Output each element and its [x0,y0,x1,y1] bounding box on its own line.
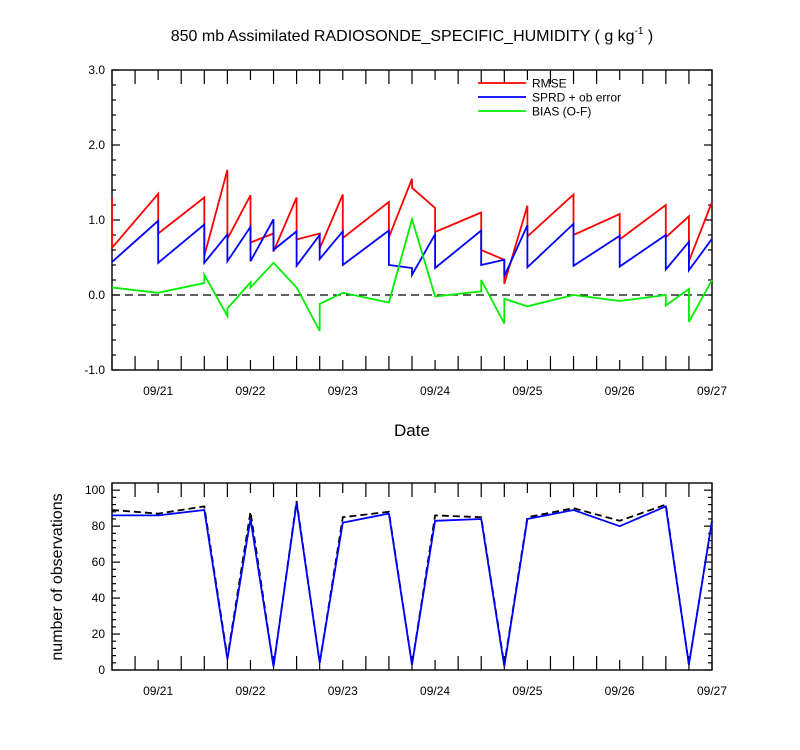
x-tick-label: 09/27 [697,384,727,398]
legend-label: RMSE [532,77,567,91]
legend-label: SPRD + ob error [532,91,621,105]
y-tick-label: 100 [85,483,105,497]
x-tick-label: 09/24 [420,684,450,698]
x-tick-label: 09/24 [420,384,450,398]
top-chart-title: 850 mb Assimilated RADIOSONDE_SPECIFIC_H… [171,26,654,45]
y-tick-label: -1.0 [84,363,105,377]
top-chart-title-superscript: -1 [635,26,644,37]
x-tick-label: 09/26 [605,384,635,398]
y-tick-label: 0.0 [88,288,105,302]
y-tick-label: 1.0 [88,213,105,227]
x-tick-label: 09/22 [235,384,265,398]
top-chart-title-end: ) [643,28,653,45]
y-tick-label: 2.0 [88,138,105,152]
x-tick-label: 09/23 [328,684,358,698]
x-tick-label: 09/23 [328,384,358,398]
x-tick-label: 09/25 [512,684,542,698]
x-tick-label: 09/21 [143,384,173,398]
y-tick-label: 60 [92,555,106,569]
x-tick-label: 09/25 [512,384,542,398]
series-line-sprd-ob-error [111,218,713,279]
y-tick-label: 80 [92,519,106,533]
x-tick-label: 09/22 [235,684,265,698]
y-tick-label: 40 [92,591,106,605]
top-chart-xlabel: Date [394,421,430,440]
y-tick-label: 20 [92,627,106,641]
top-chart: -1.0 0.0 1.0 2.0 3.0 09/21 09/22 09/23 09/24 09/2… [84,63,727,398]
y-tick-label: 3.0 [88,63,105,77]
x-tick-label: 09/26 [605,684,635,698]
x-tick-label: 09/21 [143,684,173,698]
bottom-chart: 0 20 40 60 80 100 09/21 09/22 09/23 09/24 09/25 09/… [85,482,727,698]
x-tick-label: 09/27 [697,684,727,698]
legend-label: BIAS (O-F) [532,105,591,119]
series-line-obs-used [112,502,713,667]
top-chart-title-main: 850 mb Assimilated RADIOSONDE_SPECIFIC_H… [171,28,635,45]
bottom-chart-ylabel: number of observations [49,493,66,660]
y-tick-label: 0 [98,663,105,677]
series-line-bias-o-f [111,216,713,332]
